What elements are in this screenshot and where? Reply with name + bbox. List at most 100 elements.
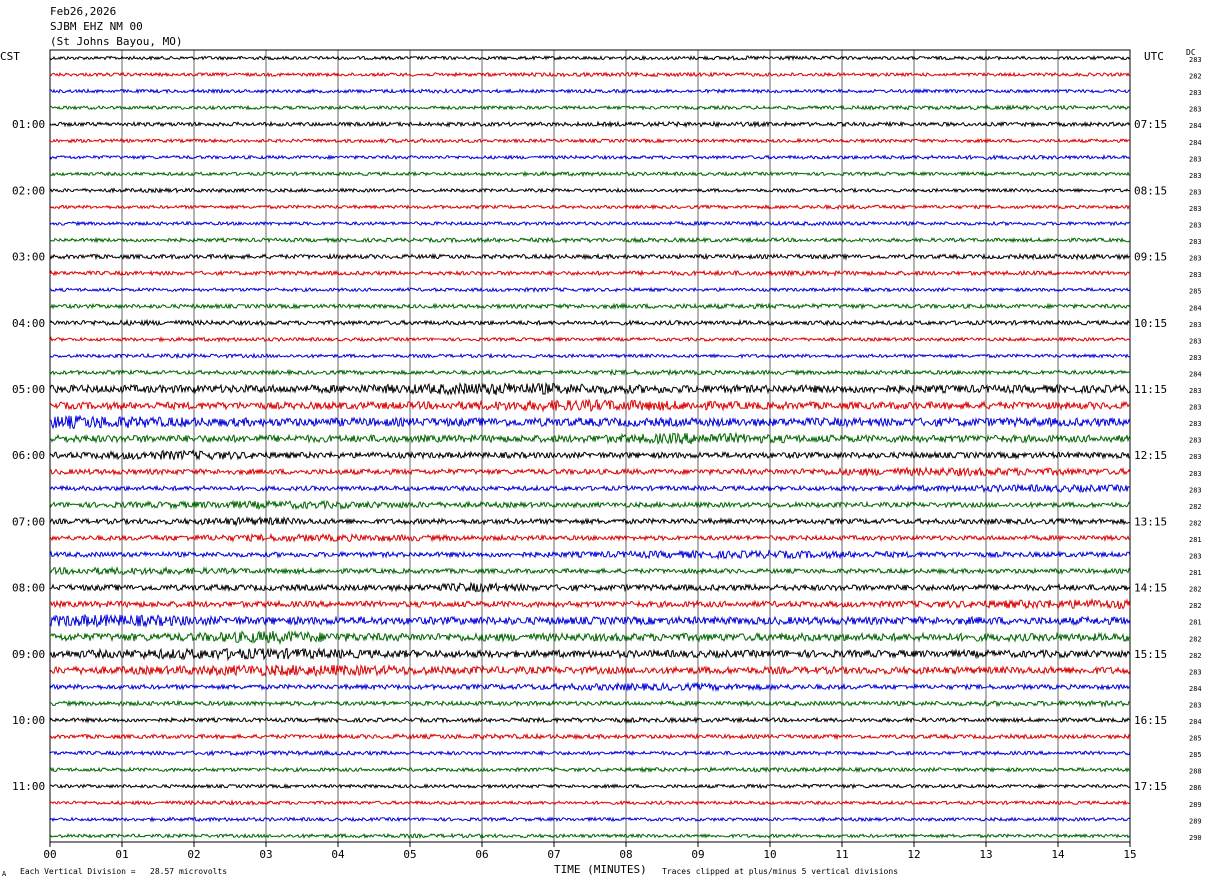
dc-value-2: 283 — [1189, 89, 1202, 97]
trace-row-3 — [49, 104, 1131, 112]
dc-value-29: 281 — [1189, 536, 1202, 544]
trace-row-23 — [49, 431, 1131, 446]
dc-header-label: DC — [1186, 48, 1196, 57]
dc-value-34: 281 — [1189, 619, 1202, 627]
trace-row-10 — [49, 220, 1131, 227]
dc-value-11: 283 — [1189, 238, 1202, 246]
trace-row-8 — [49, 187, 1131, 194]
trace-row-38 — [49, 681, 1131, 693]
trace-row-15 — [49, 302, 1131, 311]
x-tick-label-04: 04 — [331, 848, 345, 861]
trace-row-32 — [49, 581, 1131, 593]
dc-value-0: 283 — [1189, 56, 1202, 64]
trace-row-33 — [49, 597, 1131, 610]
right-hour-label-3: 10:15 — [1134, 317, 1167, 330]
dc-value-24: 283 — [1189, 453, 1202, 461]
trace-row-19 — [49, 368, 1131, 377]
trace-row-4 — [49, 120, 1131, 129]
dc-value-21: 283 — [1189, 404, 1202, 412]
dc-value-45: 289 — [1189, 801, 1202, 809]
right-hour-label-6: 13:15 — [1134, 515, 1167, 528]
right-hour-label-9: 16:15 — [1134, 714, 1167, 727]
right-hour-label-7: 14:15 — [1134, 582, 1167, 595]
left-hour-label-9: 10:00 — [12, 714, 45, 727]
dc-value-6: 283 — [1189, 155, 1202, 163]
right-hour-label-5: 12:15 — [1134, 449, 1167, 462]
right-hour-label-0: 07:15 — [1134, 118, 1167, 131]
dc-value-5: 284 — [1189, 139, 1202, 147]
x-tick-label-10: 10 — [763, 848, 776, 861]
left-hour-label-6: 07:00 — [12, 515, 45, 528]
x-tick-label-05: 05 — [403, 848, 416, 861]
dc-value-8: 283 — [1189, 188, 1202, 196]
dc-value-41: 285 — [1189, 735, 1202, 743]
trace-row-18 — [49, 352, 1131, 360]
dc-value-36: 282 — [1189, 652, 1202, 660]
dc-value-35: 282 — [1189, 635, 1202, 643]
dc-value-30: 283 — [1189, 553, 1202, 561]
x-tick-label-01: 01 — [115, 848, 128, 861]
dc-value-19: 284 — [1189, 370, 1202, 378]
trace-row-17 — [49, 335, 1131, 343]
dc-value-31: 281 — [1189, 569, 1202, 577]
trace-row-6 — [49, 153, 1131, 161]
dc-value-43: 288 — [1189, 768, 1202, 776]
dc-value-25: 283 — [1189, 470, 1202, 478]
dc-value-33: 282 — [1189, 602, 1202, 610]
dc-value-10: 283 — [1189, 222, 1202, 230]
left-hour-label-8: 09:00 — [12, 648, 45, 661]
trace-row-25 — [49, 466, 1131, 478]
trace-row-43 — [49, 765, 1131, 774]
header-station: SJBM EHZ NM 00 — [50, 20, 143, 33]
dc-value-17: 283 — [1189, 337, 1202, 345]
x-tick-label-11: 11 — [835, 848, 848, 861]
trace-row-27 — [49, 499, 1131, 511]
right-hour-label-8: 15:15 — [1134, 648, 1167, 661]
x-tick-label-09: 09 — [691, 848, 704, 861]
x-tick-label-13: 13 — [979, 848, 992, 861]
trace-row-14 — [49, 286, 1131, 293]
trace-row-7 — [49, 170, 1131, 178]
dc-value-37: 283 — [1189, 668, 1202, 676]
trace-row-40 — [49, 716, 1131, 724]
trace-row-5 — [49, 137, 1131, 144]
trace-row-20 — [49, 381, 1131, 397]
dc-value-40: 284 — [1189, 718, 1202, 726]
left-timezone-label: CST — [0, 50, 20, 63]
dc-value-9: 283 — [1189, 205, 1202, 213]
trace-row-16 — [49, 318, 1131, 327]
dc-value-13: 283 — [1189, 271, 1202, 279]
x-tick-label-06: 06 — [475, 848, 488, 861]
dc-value-22: 283 — [1189, 420, 1202, 428]
trace-row-24 — [49, 448, 1131, 461]
trace-row-35 — [49, 630, 1131, 646]
x-axis-title: TIME (MINUTES) — [554, 863, 647, 876]
dc-value-20: 283 — [1189, 387, 1202, 395]
dc-value-18: 283 — [1189, 354, 1202, 362]
dc-value-4: 284 — [1189, 122, 1202, 130]
dc-value-16: 283 — [1189, 321, 1202, 329]
x-tick-label-15: 15 — [1123, 848, 1136, 861]
trace-row-29 — [49, 532, 1131, 543]
trace-row-22 — [49, 414, 1131, 430]
scale-note: Each Vertical Division = 28.57 microvolt… — [20, 867, 228, 876]
x-tick-label-12: 12 — [907, 848, 920, 861]
plot-frame — [49, 49, 1131, 843]
dc-value-28: 282 — [1189, 519, 1202, 527]
dc-value-32: 282 — [1189, 586, 1202, 594]
right-hour-label-10: 17:15 — [1134, 780, 1167, 793]
x-tick-label-07: 07 — [547, 848, 560, 861]
dc-value-27: 282 — [1189, 503, 1202, 511]
trace-row-11 — [49, 236, 1131, 244]
left-hour-label-1: 02:00 — [12, 184, 45, 197]
trace-row-12 — [49, 252, 1130, 261]
x-tick-label-03: 03 — [259, 848, 272, 861]
dc-value-44: 286 — [1189, 784, 1202, 792]
trace-row-46 — [49, 816, 1131, 823]
trace-row-26 — [49, 483, 1131, 494]
right-hour-label-4: 11:15 — [1134, 383, 1167, 396]
trace-row-45 — [49, 799, 1131, 806]
header-location: (St Johns Bayou, MO) — [50, 35, 183, 48]
right-hour-label-1: 08:15 — [1134, 184, 1167, 197]
trace-row-34 — [49, 613, 1131, 629]
